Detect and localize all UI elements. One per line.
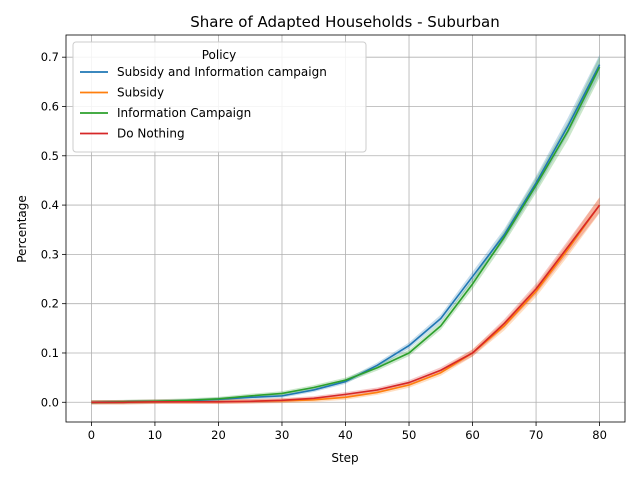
series-line-3 xyxy=(91,66,601,404)
y-tick-label: 0.0 xyxy=(41,395,59,409)
y-axis-label: Percentage xyxy=(15,195,29,263)
legend-label: Subsidy and Information campaign xyxy=(117,65,327,79)
legend-box xyxy=(72,41,367,153)
series-line-4 xyxy=(91,204,601,404)
x-tick-label: 50 xyxy=(402,428,417,442)
y-tick-label: 0.2 xyxy=(41,297,59,311)
y-tick-label: 0.5 xyxy=(41,149,59,163)
x-tick-label: 0 xyxy=(88,428,95,442)
legend-items: Subsidy and Information campaign Subsidy I… xyxy=(80,65,327,141)
legend-label: Subsidy xyxy=(117,86,164,100)
y-tick-label: 0.1 xyxy=(41,346,59,360)
legend-label: Information Campaign xyxy=(117,106,251,120)
x-tick-label: 30 xyxy=(275,428,290,442)
chart-title: Share of Adapted Households - Suburban xyxy=(190,13,500,31)
series-lines xyxy=(91,64,601,404)
y-tick-label: 0.3 xyxy=(41,247,59,261)
x-tick-label: 20 xyxy=(211,428,226,442)
y-tick-label: 0.4 xyxy=(41,198,59,212)
x-axis-label: Step xyxy=(331,451,358,465)
x-tick-label: 60 xyxy=(465,428,480,442)
legend-label: Do Nothing xyxy=(117,127,185,141)
y-tick-label: 0.6 xyxy=(41,99,59,113)
x-tick-label: 80 xyxy=(592,428,607,442)
legend-title: Policy xyxy=(202,48,237,62)
x-tick-label: 10 xyxy=(148,428,163,442)
y-tick-label: 0.7 xyxy=(41,50,59,64)
legend: Policy Subsidy and Information campaignS… xyxy=(72,41,367,153)
axis-ticks: 0 10 20 30 40 50 60 70 80 0.0 0.1 0.2 0.3 0.4 0.5 0.6 0.… xyxy=(41,50,607,442)
x-tick-label: 70 xyxy=(529,428,544,442)
x-tick-label: 40 xyxy=(338,428,353,442)
